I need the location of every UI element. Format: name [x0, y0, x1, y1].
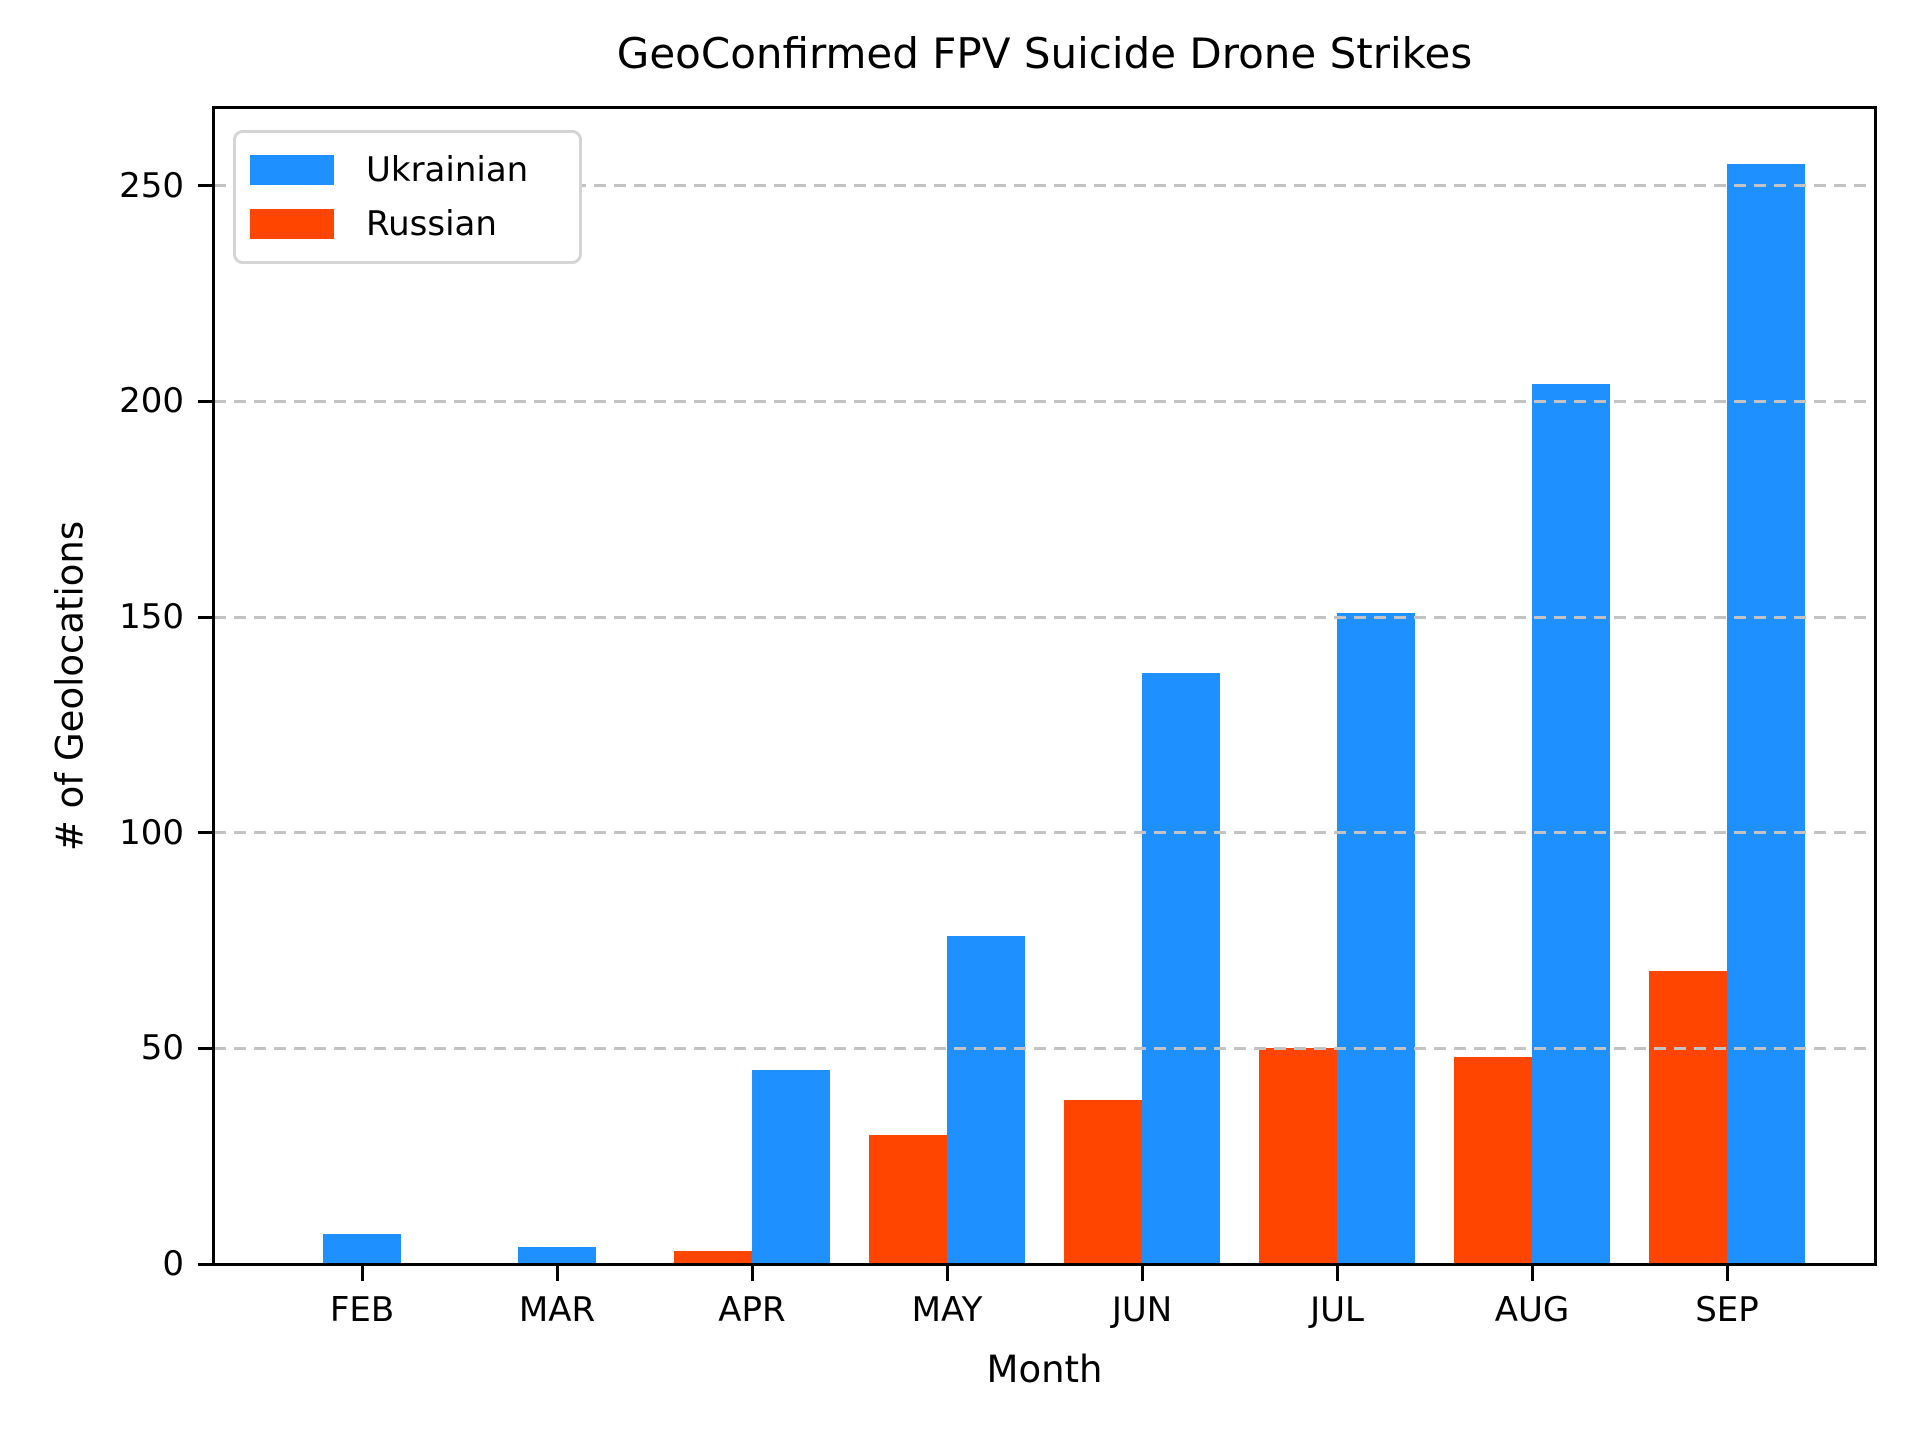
plot-area: Ukrainian Russian — [198, 106, 1877, 1281]
bar-ukrainian-aug — [1532, 384, 1610, 1264]
x-tick-label-jul: JUL — [1310, 1290, 1364, 1330]
x-tick-mark-feb — [360, 1266, 364, 1281]
legend-swatch-ukrainian — [250, 155, 334, 185]
y-tick-mark-100 — [198, 831, 213, 835]
chart-title: GeoConfirmed FPV Suicide Drone Strikes — [616, 29, 1473, 78]
y-tick-mark-250 — [198, 184, 213, 188]
bar-russian-jul — [1259, 1048, 1337, 1264]
x-tick-mark-may — [945, 1266, 949, 1281]
x-tick-mark-jul — [1335, 1266, 1339, 1281]
x-tick-mark-sep — [1725, 1266, 1729, 1281]
y-tick-label-100: 100 — [119, 812, 184, 853]
x-tick-mark-apr — [750, 1266, 754, 1281]
x-tick-mark-aug — [1530, 1266, 1534, 1281]
bar-ukrainian-feb — [323, 1233, 401, 1264]
x-tick-mark-jun — [1140, 1266, 1144, 1281]
y-tick-label-0: 0 — [162, 1244, 184, 1284]
y-tick-mark-150 — [198, 615, 213, 619]
bar-ukrainian-mar — [518, 1246, 596, 1264]
x-tick-label-aug: AUG — [1494, 1290, 1570, 1330]
y-tick-label-150: 150 — [119, 597, 184, 637]
bar-russian-apr — [674, 1251, 752, 1264]
bars-layer — [214, 108, 1875, 1264]
bar-ukrainian-jun — [1142, 673, 1220, 1264]
x-axis-label: Month — [986, 1348, 1103, 1391]
y-tick-mark-50 — [198, 1046, 213, 1050]
bar-russian-jun — [1064, 1100, 1142, 1264]
x-tick-label-sep: SEP — [1695, 1290, 1759, 1330]
bar-russian-sep — [1649, 970, 1727, 1264]
bar-russian-aug — [1454, 1057, 1532, 1264]
x-tick-label-may: MAY — [911, 1290, 983, 1330]
legend-label-ukrainian: Ukrainian — [366, 150, 529, 190]
legend: Ukrainian Russian — [233, 130, 582, 264]
bar-ukrainian-sep — [1727, 164, 1805, 1264]
bar-ukrainian-apr — [752, 1069, 830, 1264]
y-tick-mark-0 — [198, 1262, 213, 1266]
x-tick-label-jun: JUN — [1111, 1290, 1173, 1330]
legend-swatch-russian — [250, 209, 334, 239]
x-tick-label-feb: FEB — [329, 1290, 395, 1330]
y-tick-mark-200 — [198, 399, 213, 403]
legend-item-russian: Russian — [250, 204, 565, 244]
legend-item-ukrainian: Ukrainian — [250, 150, 565, 190]
legend-label-russian: Russian — [366, 204, 497, 244]
x-tick-label-mar: MAR — [518, 1290, 596, 1330]
x-tick-mark-mar — [555, 1266, 559, 1281]
y-axis-label: # of Geolocations — [48, 520, 92, 852]
y-tick-label-200: 200 — [119, 381, 184, 422]
y-tick-label-50: 50 — [140, 1028, 184, 1069]
y-tick-label-250: 250 — [119, 165, 184, 206]
bar-russian-may — [869, 1134, 947, 1264]
bar-ukrainian-may — [947, 936, 1025, 1264]
bar-ukrainian-jul — [1337, 612, 1415, 1264]
x-tick-label-apr: APR — [718, 1290, 786, 1330]
